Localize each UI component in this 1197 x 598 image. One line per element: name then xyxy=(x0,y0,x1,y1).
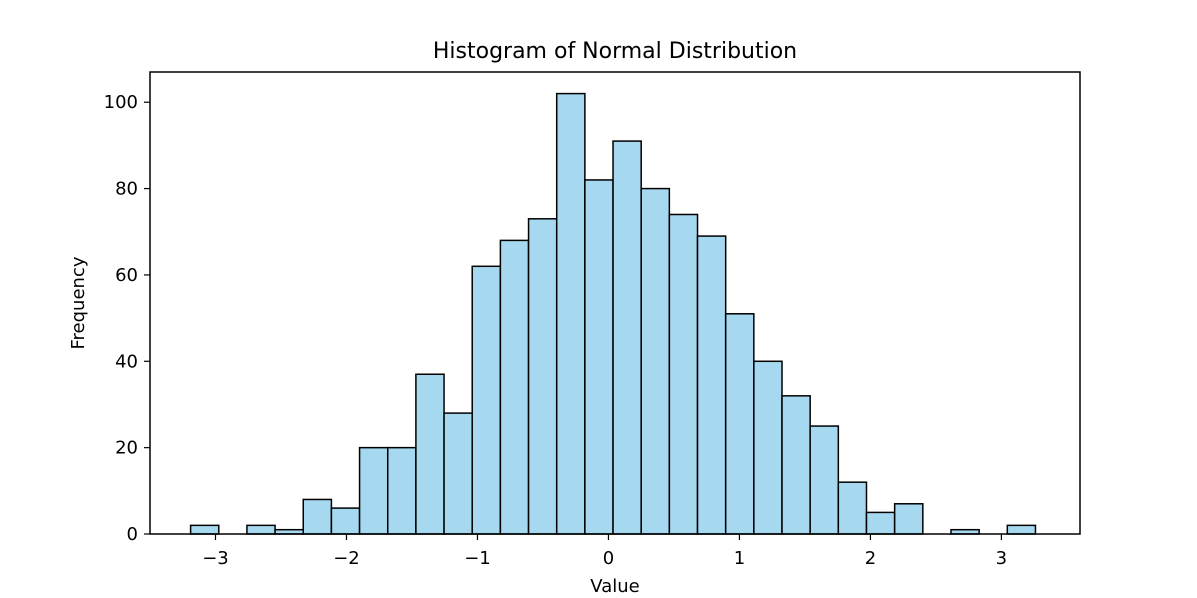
histogram-bar xyxy=(640,187,671,535)
y-tick-label: 40 xyxy=(115,351,138,372)
x-tick-label: −2 xyxy=(333,548,360,569)
y-axis-ticks: 0 20 40 60 80 100 xyxy=(104,92,150,545)
x-axis-ticks: −3 −2 −1 0 1 2 3 xyxy=(202,534,1007,569)
x-tick-label: 2 xyxy=(865,548,876,569)
histogram-bar xyxy=(865,511,896,535)
histogram-bar xyxy=(499,239,530,535)
y-tick-label: 80 xyxy=(115,179,138,200)
x-tick-label: 0 xyxy=(603,548,614,569)
histogram-bar xyxy=(415,373,445,535)
histogram-bar xyxy=(809,425,840,535)
histogram-bar xyxy=(612,140,642,535)
y-tick-label: 60 xyxy=(115,265,138,286)
y-tick-label: 100 xyxy=(104,92,138,113)
x-tick-label: 1 xyxy=(734,548,745,569)
histogram-bar xyxy=(246,524,276,535)
histogram-bar xyxy=(302,498,333,535)
histogram-bar xyxy=(386,446,417,535)
histogram-bar xyxy=(358,446,389,535)
histogram-bar xyxy=(330,507,361,535)
plot-frame xyxy=(149,71,1081,535)
histogram-bar xyxy=(837,481,868,535)
histogram-bar xyxy=(696,235,727,535)
y-axis-label: Frequency xyxy=(68,256,89,349)
bars-group xyxy=(189,92,1037,535)
histogram-bar xyxy=(893,503,924,535)
x-tick-label: 3 xyxy=(996,548,1007,569)
histogram-bar xyxy=(781,395,811,535)
chart-title: Histogram of Normal Distribution xyxy=(433,39,797,64)
histogram-bar xyxy=(1006,524,1037,535)
histogram-bar xyxy=(555,92,586,535)
x-axis-label: Value xyxy=(590,576,639,597)
histogram-bar xyxy=(584,179,614,535)
y-tick-label: 20 xyxy=(115,438,138,459)
x-tick-label: −3 xyxy=(202,548,229,569)
histogram-bar xyxy=(753,360,783,535)
histogram-bar xyxy=(189,524,220,535)
histogram-bar xyxy=(443,412,473,535)
histogram-bar xyxy=(724,313,755,535)
histogram-bar xyxy=(471,265,502,535)
histogram-bar xyxy=(668,213,699,535)
y-tick-label: 0 xyxy=(127,524,138,545)
x-tick-label: −1 xyxy=(464,548,491,569)
histogram-bar xyxy=(527,218,558,535)
